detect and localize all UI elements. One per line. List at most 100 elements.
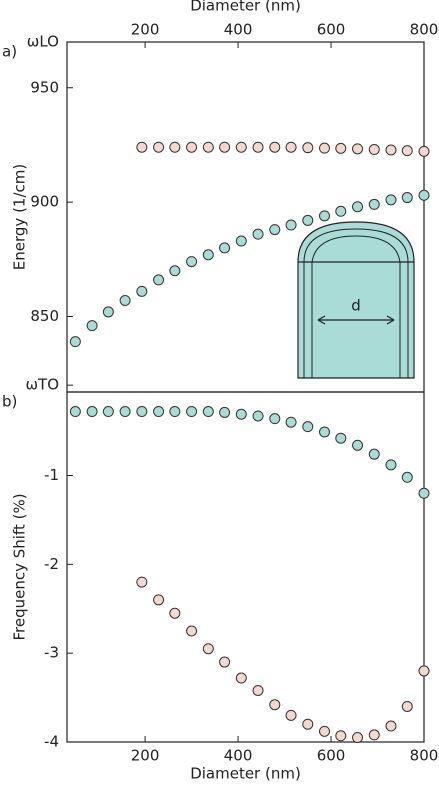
x-tick-label: 200 — [131, 21, 160, 39]
data-point — [136, 285, 148, 297]
data-point — [169, 141, 181, 153]
data-point — [219, 141, 231, 153]
data-point — [285, 141, 297, 153]
data-point — [352, 439, 364, 451]
y-axis-label: Energy (1/cm) — [11, 164, 29, 270]
data-point — [186, 141, 198, 153]
data-point — [352, 143, 364, 155]
y-tick-label: -1 — [44, 466, 59, 484]
data-point — [102, 406, 114, 418]
data-point — [136, 576, 148, 588]
data-point — [319, 725, 331, 737]
data-point — [418, 487, 430, 499]
data-point — [418, 145, 430, 157]
data-point — [252, 410, 264, 422]
y-tick-label: ωLO — [27, 33, 59, 51]
data-point — [186, 625, 198, 637]
data-point — [269, 699, 281, 711]
x-axis-label: Diameter (nm) — [190, 0, 301, 15]
x-axis-label: Diameter (nm) — [190, 765, 301, 783]
data-point — [252, 228, 264, 240]
data-point — [269, 224, 281, 236]
data-point — [136, 141, 148, 153]
data-point — [269, 141, 281, 153]
y-tick-label: -2 — [44, 555, 59, 573]
data-point — [202, 406, 214, 418]
data-point — [285, 219, 297, 231]
panel-label: b) — [2, 393, 17, 411]
data-point — [335, 142, 347, 154]
data-point — [235, 141, 247, 153]
data-point — [302, 142, 314, 154]
data-point — [368, 198, 380, 210]
data-point — [302, 214, 314, 226]
data-point — [418, 665, 430, 677]
data-point — [269, 413, 281, 425]
y-tick-label: ωTO — [25, 376, 59, 394]
data-point — [153, 274, 165, 286]
data-point — [401, 145, 413, 157]
data-point — [252, 684, 264, 696]
data-point — [235, 672, 247, 684]
y-tick-label: -3 — [44, 644, 59, 662]
data-point — [401, 192, 413, 204]
x-tick-label: 800 — [410, 21, 439, 39]
data-point — [385, 720, 397, 732]
data-point — [235, 235, 247, 247]
x-tick-label: 800 — [410, 747, 439, 765]
y-tick-label: 850 — [30, 307, 59, 325]
x-tick-label: 200 — [131, 747, 160, 765]
data-point — [302, 421, 314, 433]
data-point — [102, 306, 114, 318]
data-point — [219, 242, 231, 254]
data-point — [169, 265, 181, 277]
data-point — [202, 643, 214, 655]
y-axis-label: Frequency Shift (%) — [11, 493, 29, 640]
data-point — [153, 594, 165, 606]
x-tick-label: 600 — [317, 747, 346, 765]
data-point — [219, 406, 231, 418]
y-tick-label: 950 — [30, 78, 59, 96]
panel-label: a) — [2, 43, 17, 61]
data-point — [202, 141, 214, 153]
data-point — [385, 194, 397, 206]
data-point — [285, 709, 297, 721]
inset-schematic: d — [297, 221, 415, 379]
data-point — [235, 408, 247, 420]
data-point — [401, 471, 413, 483]
data-point — [335, 205, 347, 217]
data-point — [319, 142, 331, 154]
data-point — [368, 448, 380, 460]
data-point — [136, 406, 148, 418]
x-tick-label: 400 — [224, 21, 253, 39]
y-tick-label: -4 — [44, 733, 59, 751]
data-point — [252, 141, 264, 153]
data-point — [335, 730, 347, 742]
data-point — [302, 718, 314, 730]
data-point — [169, 406, 181, 418]
data-point — [69, 336, 81, 348]
data-point — [285, 416, 297, 428]
data-point — [385, 144, 397, 156]
data-point — [368, 729, 380, 741]
data-point — [418, 189, 430, 201]
data-point — [335, 432, 347, 444]
data-point — [119, 406, 131, 418]
data-point — [319, 426, 331, 438]
data-point — [153, 141, 165, 153]
data-point — [69, 406, 81, 418]
data-point — [401, 700, 413, 712]
x-tick-label: 400 — [224, 747, 253, 765]
data-point — [169, 607, 181, 619]
data-point — [153, 406, 165, 418]
data-point — [86, 406, 98, 418]
data-point — [368, 144, 380, 156]
data-point — [119, 294, 131, 306]
x-tick-label: 600 — [317, 21, 346, 39]
data-point — [219, 656, 231, 668]
data-point — [86, 320, 98, 332]
inset-label: d — [351, 297, 361, 315]
data-point — [385, 459, 397, 471]
data-point — [202, 249, 214, 261]
